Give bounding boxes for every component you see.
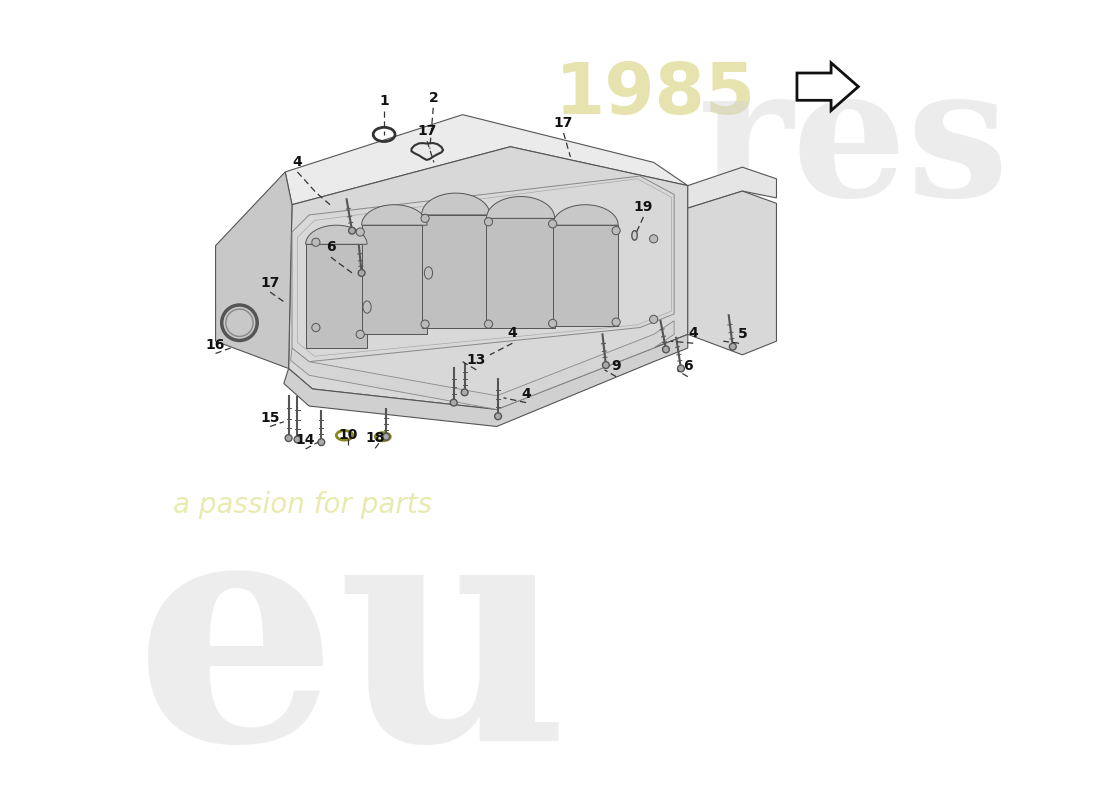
Polygon shape [290,321,674,410]
Text: 15: 15 [261,410,279,425]
Text: 10: 10 [339,428,358,442]
Circle shape [383,434,389,440]
Circle shape [450,399,458,406]
Polygon shape [421,193,490,215]
Circle shape [294,436,301,443]
Polygon shape [552,225,618,326]
Text: 19: 19 [634,200,653,214]
Polygon shape [306,225,367,244]
Circle shape [549,220,557,228]
Text: 5: 5 [737,327,747,342]
Circle shape [484,218,493,226]
Text: 13: 13 [466,353,486,366]
Text: 14: 14 [296,433,316,447]
Circle shape [285,434,292,442]
Polygon shape [688,191,777,355]
Text: 17: 17 [554,116,573,130]
Polygon shape [216,172,292,369]
Text: 4: 4 [293,154,303,169]
Circle shape [356,330,364,338]
Text: 1985: 1985 [554,60,756,129]
Text: a passion for parts: a passion for parts [173,491,431,519]
Circle shape [356,228,364,236]
Text: 17: 17 [261,276,279,290]
Polygon shape [288,146,688,410]
Text: 18: 18 [365,431,385,445]
Polygon shape [362,225,427,334]
Text: 4: 4 [521,386,531,401]
Circle shape [311,238,320,246]
Circle shape [359,270,365,276]
Circle shape [495,413,502,420]
Text: 6: 6 [683,359,693,374]
Circle shape [549,319,557,327]
Circle shape [484,320,493,328]
Circle shape [612,318,620,326]
Ellipse shape [363,301,371,314]
Circle shape [603,362,609,369]
Polygon shape [285,114,688,205]
Text: 4: 4 [689,326,698,340]
Circle shape [650,315,658,323]
Circle shape [311,323,320,332]
Polygon shape [284,334,688,426]
Text: 6: 6 [326,240,336,254]
Text: 9: 9 [612,359,620,374]
Polygon shape [486,218,554,327]
Circle shape [318,438,324,446]
Ellipse shape [631,230,637,240]
Text: res: res [698,58,1010,234]
Circle shape [349,227,355,234]
Text: 1: 1 [379,94,389,108]
Text: 4: 4 [507,326,517,340]
Text: 17: 17 [417,124,437,138]
Polygon shape [421,215,490,327]
Ellipse shape [425,267,432,279]
Circle shape [729,343,736,350]
Text: 16: 16 [206,338,225,351]
Circle shape [421,214,429,222]
Polygon shape [306,244,367,348]
Circle shape [650,234,658,243]
Polygon shape [688,167,777,208]
Circle shape [461,389,469,396]
Circle shape [678,365,684,372]
Circle shape [612,226,620,234]
Circle shape [421,320,429,328]
Polygon shape [552,205,618,225]
Polygon shape [362,205,427,225]
Text: 2: 2 [428,90,438,105]
Text: eu: eu [135,498,571,800]
Polygon shape [798,62,858,110]
Circle shape [662,346,670,353]
Polygon shape [486,197,554,218]
